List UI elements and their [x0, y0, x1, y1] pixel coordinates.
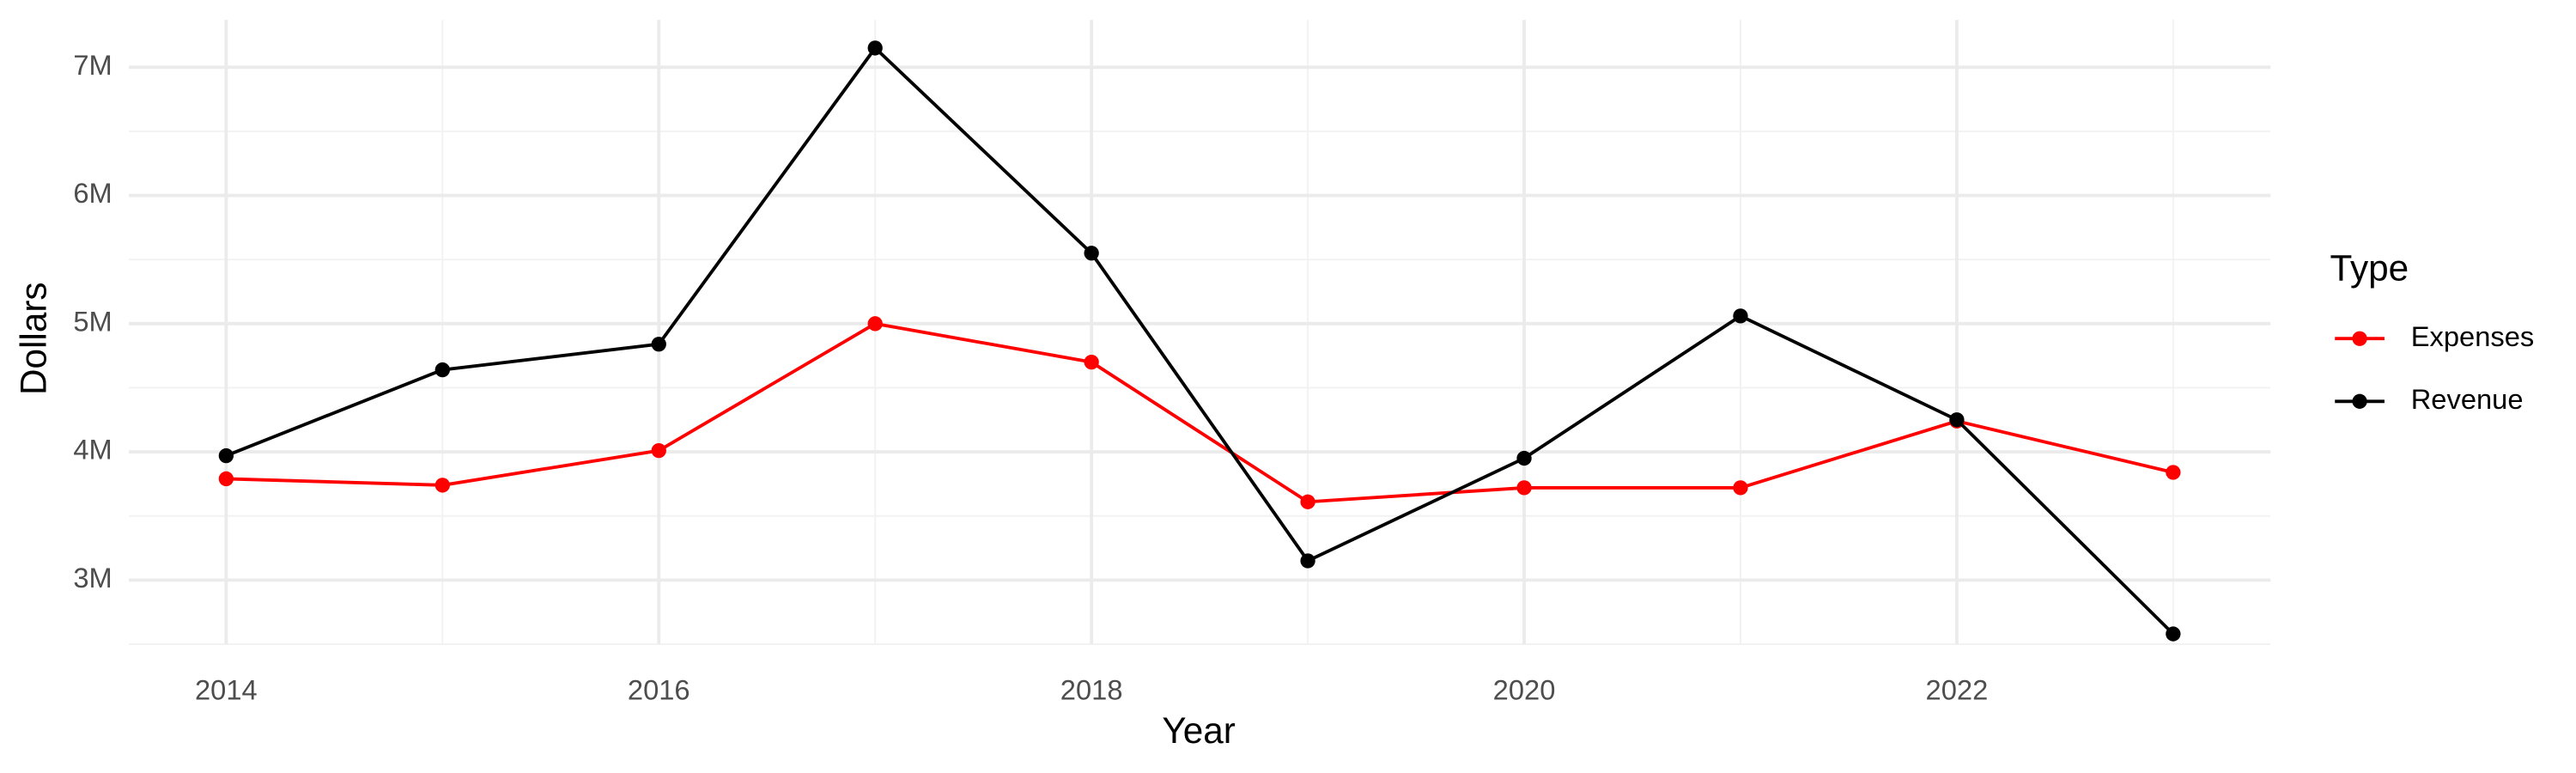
y-tick-label: 5M [73, 305, 112, 337]
x-tick-label: 2020 [1493, 673, 1556, 705]
point [867, 40, 883, 56]
point [1516, 450, 1532, 466]
y-tick-label: 6M [73, 177, 112, 209]
y-tick-label: 3M [73, 562, 112, 593]
point [867, 316, 883, 332]
point [651, 337, 666, 352]
legend-swatch-point [2352, 393, 2367, 409]
point [1516, 480, 1532, 496]
series-line [226, 321, 2174, 504]
point [1733, 308, 1748, 324]
legend-label: Revenue [2411, 383, 2524, 415]
point [434, 362, 450, 378]
legend-label: Expenses [2411, 320, 2535, 352]
point [218, 471, 234, 487]
point [2166, 465, 2181, 480]
point [218, 447, 234, 464]
y-tick-label: 4M [73, 434, 112, 466]
point [2166, 626, 2181, 642]
x-tick-label: 2022 [1926, 673, 1989, 705]
point [1084, 246, 1099, 261]
point [1733, 480, 1748, 496]
legend-swatch-point [2352, 331, 2367, 346]
point [434, 478, 450, 493]
point [1300, 494, 1315, 509]
x-axis-label: Year [1162, 710, 1235, 751]
legend-title: Type [2330, 248, 2409, 289]
point [651, 442, 666, 459]
x-tick-label: 2018 [1060, 673, 1123, 705]
point [1949, 412, 1965, 428]
x-tick-label: 2014 [195, 673, 258, 705]
point [1300, 553, 1315, 569]
y-axis-label: Dollars [13, 282, 53, 395]
point [1084, 354, 1099, 370]
series-line [225, 46, 2175, 636]
y-tick-label: 7M [73, 49, 112, 81]
x-tick-label: 2016 [628, 673, 690, 705]
